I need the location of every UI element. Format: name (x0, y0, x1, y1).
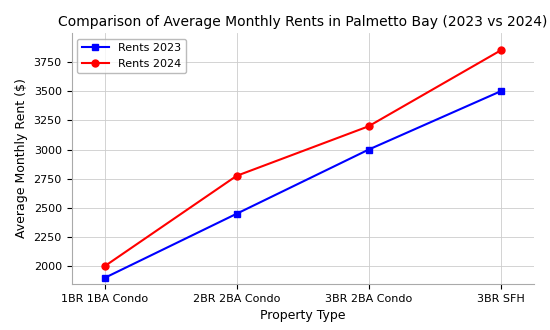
Y-axis label: Average Monthly Rent ($): Average Monthly Rent ($) (15, 79, 28, 238)
Rents 2023 (365, 148, 372, 151)
Rents 2024 (101, 264, 108, 268)
Rents 2023 (233, 212, 240, 216)
Line: Rents 2023: Rents 2023 (101, 88, 504, 281)
Rents 2024 (233, 174, 240, 178)
Line: Rents 2024: Rents 2024 (101, 47, 504, 270)
X-axis label: Property Type: Property Type (260, 309, 345, 322)
Rents 2024 (497, 49, 504, 52)
Rents 2024 (365, 124, 372, 128)
Rents 2023 (497, 89, 504, 93)
Title: Comparison of Average Monthly Rents in Palmetto Bay (2023 vs 2024): Comparison of Average Monthly Rents in P… (58, 15, 547, 29)
Rents 2023 (101, 276, 108, 280)
Legend: Rents 2023, Rents 2024: Rents 2023, Rents 2024 (77, 39, 186, 73)
